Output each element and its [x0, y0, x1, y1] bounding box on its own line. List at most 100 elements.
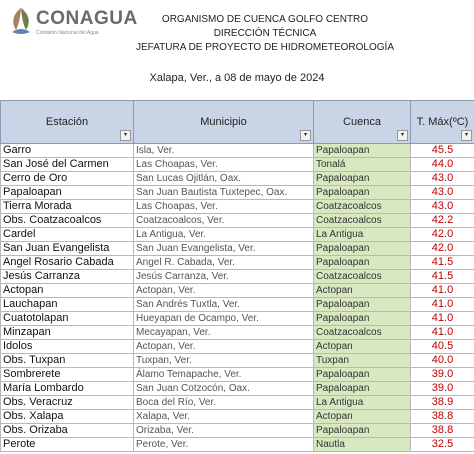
- table-row: Obs. Orizaba Orizaba, Ver. Papaloapan 38.8: [0, 423, 474, 438]
- cell: Mecayapan, Ver.: [133, 325, 314, 340]
- table-row: Lauchapan San Andrés Tuxtla, Ver. Papaloap…: [0, 297, 474, 312]
- cell: 39.0: [410, 367, 474, 382]
- filter-button[interactable]: ▾: [120, 130, 131, 141]
- logo-icon: [12, 8, 30, 34]
- cell: 41.0: [410, 311, 474, 326]
- date: Xalapa, Ver., a 08 de mayo de 2024: [149, 72, 325, 84]
- cell: Papaloapan: [313, 171, 411, 186]
- table-row: Obs. Xalapa Xalapa, Ver. Actopan 38.8: [0, 409, 474, 424]
- cell: Las Choapas, Ver.: [133, 199, 314, 214]
- cell: 40.0: [410, 353, 474, 368]
- table-row: Tierra Morada Las Choapas, Ver. Coatzacoal…: [0, 199, 474, 214]
- cell: La Antigua: [313, 395, 411, 410]
- table-row: Obs. Veracruz Boca del Río, Ver. La Antigu…: [0, 395, 474, 410]
- table-row: Papaloapan San Juan Bautista Tuxtepec, Oa…: [0, 185, 474, 200]
- table-row: San José del Carmen Las Choapas, Ver. Tona…: [0, 157, 474, 172]
- cell: San José del Carmen: [0, 157, 134, 172]
- cell: Obs. Coatzacoalcos: [0, 213, 134, 228]
- table-row: Garro Isla, Ver. Papaloapan 45.5: [0, 143, 474, 158]
- cell: 43.0: [410, 185, 474, 200]
- column-header-text: Municipio: [200, 116, 247, 128]
- filter-button[interactable]: ▾: [397, 130, 408, 141]
- cell: Papaloapan: [313, 311, 411, 326]
- cell: Cerro de Oro: [0, 171, 134, 186]
- table-row: Cerro de Oro San Lucas Ojitlán, Oax. Papal…: [0, 171, 474, 186]
- cell: Álamo Temapache, Ver.: [133, 367, 314, 382]
- cell: Papaloapan: [313, 381, 411, 396]
- cell: Coatzacoalcos: [313, 213, 411, 228]
- table-row: Angel Rosario Cabada Angel R. Cabada, Ver…: [0, 255, 474, 270]
- column-header: Cuenca ▾: [313, 100, 411, 144]
- cell: María Lombardo: [0, 381, 134, 396]
- cell: 39.0: [410, 381, 474, 396]
- header-line: ORGANISMO DE CUENCA GOLFO CENTRO: [161, 14, 369, 25]
- cell: La Antigua: [313, 227, 411, 242]
- cell: 41.5: [410, 255, 474, 270]
- table-row: María Lombardo San Juan Cotzocón, Oax. Pap…: [0, 381, 474, 396]
- cell: Tierra Morada: [0, 199, 134, 214]
- cell: Angel Rosario Cabada: [0, 255, 134, 270]
- cell: San Andrés Tuxtla, Ver.: [133, 297, 314, 312]
- cell: Obs. Tuxpan: [0, 353, 134, 368]
- column-header: T. Máx(ºC) ▾: [410, 100, 474, 144]
- cell: Papaloapan: [313, 367, 411, 382]
- cell: Boca del Río, Ver.: [133, 395, 314, 410]
- table-row: Cuatotolapan Hueyapan de Ocampo, Ver. Papa…: [0, 311, 474, 326]
- cell: 38.8: [410, 423, 474, 438]
- table-row: Perote Perote, Ver. Nautla 32.5: [0, 437, 474, 452]
- column-header-text: Estación: [45, 116, 89, 128]
- header-line: DIRECCIÓN TÉCNICA: [213, 28, 317, 39]
- cell: San Juan Cotzocón, Oax.: [133, 381, 314, 396]
- cell: Idolos: [0, 339, 134, 354]
- cell: Las Choapas, Ver.: [133, 157, 314, 172]
- logo: CONAGUA Comisión Nacional del Agua: [8, 6, 137, 40]
- cell: Tuxpan, Ver.: [133, 353, 314, 368]
- cell: 32.5: [410, 437, 474, 452]
- cell: Papaloapan: [313, 143, 411, 158]
- cell: Orizaba, Ver.: [133, 423, 314, 438]
- cell: Actopan: [0, 283, 134, 298]
- cell: Obs. Orizaba: [0, 423, 134, 438]
- cell: 43.0: [410, 199, 474, 214]
- cell: Papaloapan: [313, 297, 411, 312]
- cell: Obs. Veracruz: [0, 395, 134, 410]
- column-header: Estación ▾: [0, 100, 134, 144]
- cell: San Juan Evangelista, Ver.: [133, 241, 314, 256]
- table-row: Minzapan Mecayapan, Ver. Coatzacoalcos 41.0: [0, 325, 474, 340]
- cell: San Juan Bautista Tuxtepec, Oax.: [133, 185, 314, 200]
- cell: Actopan, Ver.: [133, 339, 314, 354]
- column-header-text: Cuenca: [343, 116, 381, 128]
- cell: Cuatotolapan: [0, 311, 134, 326]
- cell: Nautla: [313, 437, 411, 452]
- cell: 41.5: [410, 269, 474, 284]
- cell: 38.8: [410, 409, 474, 424]
- cell: Cardel: [0, 227, 134, 242]
- column-header: Municipio ▾: [133, 100, 314, 144]
- cell: Coatzacoalcos, Ver.: [133, 213, 314, 228]
- table-row: Idolos Actopan, Ver. Actopan 40.5: [0, 339, 474, 354]
- cell: San Lucas Ojitlán, Oax.: [133, 171, 314, 186]
- table-row: Cardel La Antigua, Ver. La Antigua 42.0: [0, 227, 474, 242]
- cell: Sombrerete: [0, 367, 134, 382]
- cell: Garro: [0, 143, 134, 158]
- cell: 43.0: [410, 171, 474, 186]
- table-row: Actopan Actopan, Ver. Actopan 41.0: [0, 283, 474, 298]
- cell: Actopan: [313, 339, 411, 354]
- table-row: Obs. Tuxpan Tuxpan, Ver. Tuxpan 40.0: [0, 353, 474, 368]
- cell: Perote, Ver.: [133, 437, 314, 452]
- cell: 38.9: [410, 395, 474, 410]
- cell: Papaloapan: [0, 185, 134, 200]
- cell: Tuxpan: [313, 353, 411, 368]
- cell: Coatzacoalcos: [313, 269, 411, 284]
- cell: Jesús Carranza: [0, 269, 134, 284]
- cell: Tonalá: [313, 157, 411, 172]
- filter-button[interactable]: ▾: [461, 130, 472, 141]
- header-line: JEFATURA DE PROYECTO DE HIDROMETEOROLOGÍ…: [135, 42, 394, 53]
- cell: Angel R. Cabada, Ver.: [133, 255, 314, 270]
- table-row: San Juan Evangelista San Juan Evangelista…: [0, 241, 474, 256]
- filter-button[interactable]: ▾: [300, 130, 311, 141]
- cell: 41.0: [410, 325, 474, 340]
- cell: Coatzacoalcos: [313, 325, 411, 340]
- cell: Papaloapan: [313, 255, 411, 270]
- table-row: Obs. Coatzacoalcos Coatzacoalcos, Ver. Coa…: [0, 213, 474, 228]
